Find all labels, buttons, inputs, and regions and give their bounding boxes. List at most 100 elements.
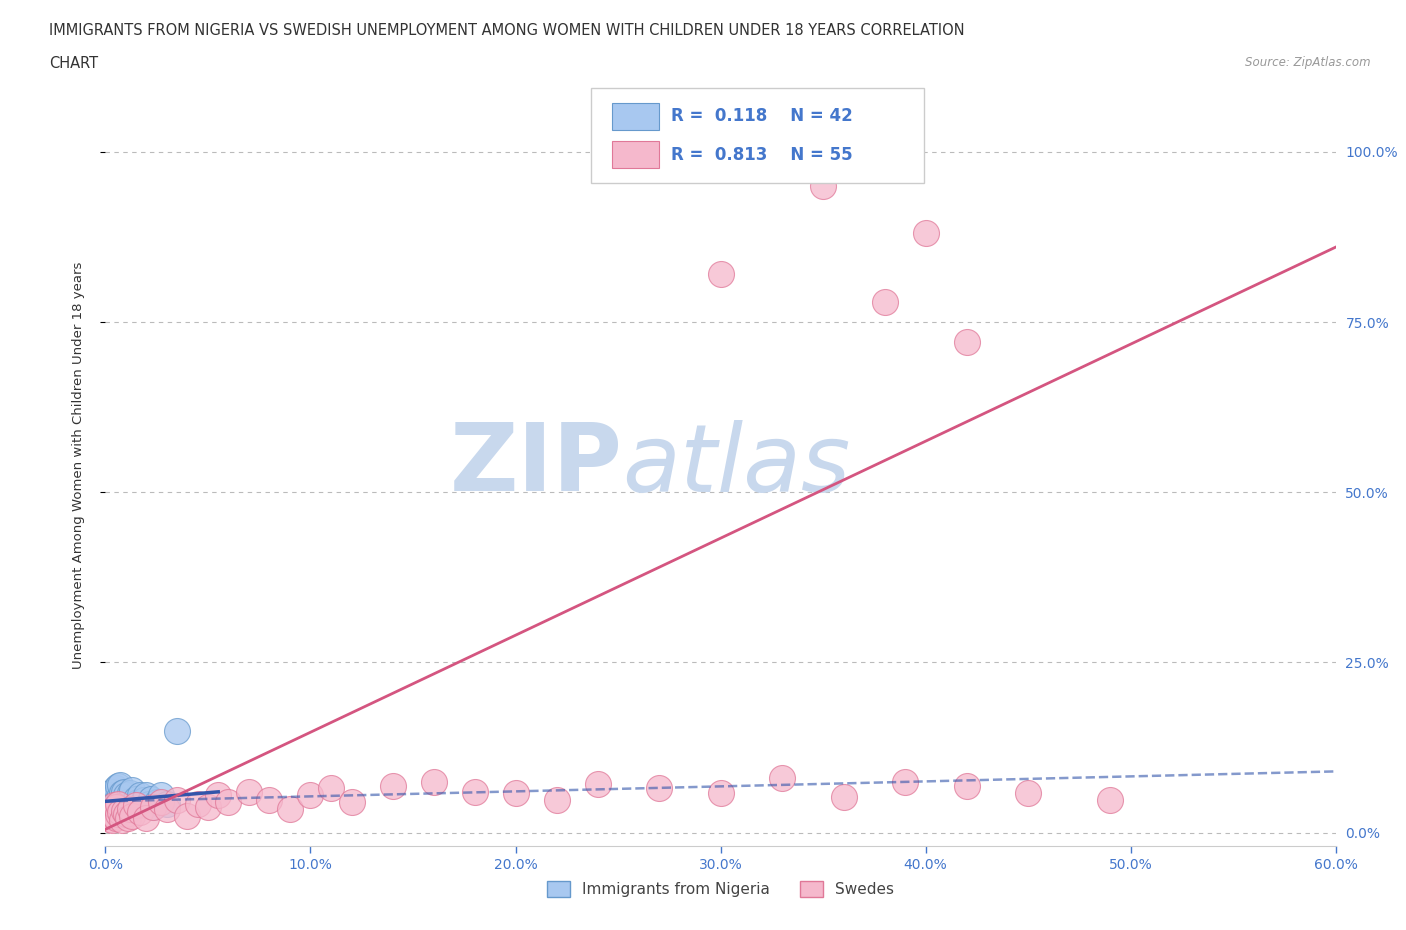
FancyBboxPatch shape (613, 141, 659, 168)
FancyBboxPatch shape (592, 87, 924, 183)
Point (149, 794, 172, 809)
Point (107, 803, 129, 817)
Point (422, 774, 444, 789)
Point (98, 804, 121, 819)
Point (131, 798, 153, 813)
Text: CHART: CHART (49, 56, 98, 71)
Text: R =  0.118    N = 42: R = 0.118 N = 42 (672, 108, 853, 126)
Point (156, 797, 179, 812)
Text: R =  0.813    N = 55: R = 0.813 N = 55 (672, 146, 853, 164)
Y-axis label: Unemployment Among Women with Children Under 18 years: Unemployment Among Women with Children U… (72, 261, 84, 669)
Point (117, 810, 139, 825)
Point (107, 797, 129, 812)
Point (546, 792, 568, 807)
Point (107, 791, 129, 806)
Point (111, 813, 134, 828)
Point (120, 786, 141, 801)
Point (770, 771, 793, 786)
Point (340, 794, 363, 809)
Point (914, 226, 936, 241)
Point (121, 797, 143, 812)
Point (98, 788, 121, 803)
Point (176, 808, 198, 823)
Point (278, 802, 301, 817)
FancyBboxPatch shape (613, 103, 659, 130)
Point (111, 786, 134, 801)
Point (135, 810, 157, 825)
Point (112, 802, 135, 817)
Point (138, 797, 160, 812)
Point (120, 802, 141, 817)
Legend: Immigrants from Nigeria, Swedes: Immigrants from Nigeria, Swedes (541, 875, 900, 903)
Point (710, 786, 733, 801)
Point (96, 808, 118, 823)
Point (145, 794, 167, 809)
Point (103, 798, 125, 813)
Point (1099, 792, 1122, 807)
Point (121, 808, 143, 823)
Point (112, 784, 135, 799)
Text: Source: ZipAtlas.com: Source: ZipAtlas.com (1246, 56, 1371, 69)
Point (98, 798, 121, 813)
Point (464, 784, 486, 799)
Point (505, 786, 527, 801)
Point (586, 777, 609, 791)
Point (120, 798, 141, 813)
Point (873, 294, 896, 309)
Point (100, 784, 122, 799)
Point (100, 813, 122, 828)
Point (100, 792, 122, 807)
Point (218, 794, 240, 809)
Point (104, 804, 127, 818)
Point (127, 794, 149, 809)
Point (108, 798, 131, 813)
Point (135, 788, 157, 803)
Point (956, 779, 979, 794)
Point (259, 792, 281, 807)
Point (107, 779, 129, 794)
Point (381, 779, 404, 794)
Point (811, 179, 834, 193)
Text: IMMIGRANTS FROM NIGERIA VS SWEDISH UNEMPLOYMENT AMONG WOMEN WITH CHILDREN UNDER : IMMIGRANTS FROM NIGERIA VS SWEDISH UNEMP… (49, 23, 965, 38)
Point (156, 802, 179, 817)
Point (238, 784, 260, 799)
Point (129, 804, 152, 819)
Point (108, 777, 131, 792)
Point (104, 781, 127, 796)
Point (832, 790, 855, 804)
Point (187, 797, 209, 812)
Point (166, 792, 188, 807)
Point (100, 802, 122, 817)
Point (197, 800, 219, 815)
Point (104, 794, 127, 809)
Point (142, 800, 165, 815)
Point (648, 781, 671, 796)
Point (129, 788, 152, 803)
Point (96, 804, 118, 819)
Point (117, 794, 139, 809)
Point (108, 788, 131, 803)
Point (103, 800, 125, 815)
Point (166, 724, 188, 738)
Point (107, 806, 129, 821)
Point (149, 788, 172, 803)
Point (299, 788, 322, 803)
Point (104, 810, 127, 825)
Point (139, 791, 162, 806)
Point (319, 781, 342, 796)
Point (122, 800, 145, 815)
Point (710, 267, 733, 282)
Point (111, 797, 134, 812)
Point (104, 800, 127, 815)
Point (103, 808, 125, 823)
Point (112, 804, 135, 818)
Point (98, 812, 121, 827)
Point (103, 790, 125, 804)
Text: ZIP: ZIP (450, 419, 621, 511)
Point (108, 804, 131, 819)
Point (115, 800, 138, 815)
Text: atlas: atlas (621, 419, 851, 511)
Point (956, 335, 979, 350)
Point (115, 806, 138, 821)
Point (125, 791, 148, 806)
